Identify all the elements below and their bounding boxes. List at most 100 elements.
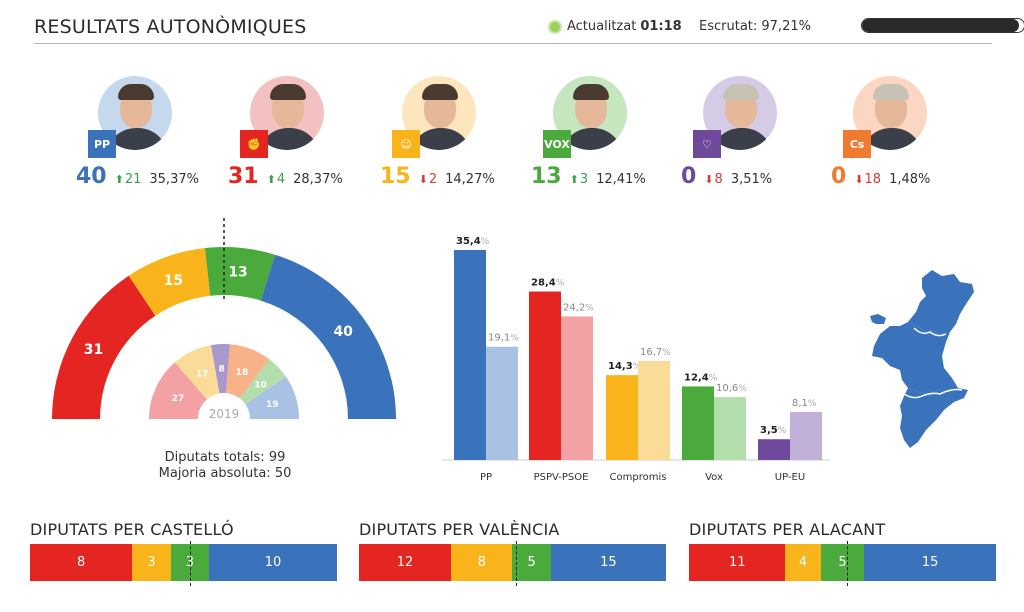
candidate-hair	[723, 84, 759, 100]
arrow-up-icon: ⬆	[569, 173, 579, 186]
arrow-down-icon: ⬇	[704, 173, 714, 186]
province-block: DIPUTATS PER CASTELLÓ 8 3 3 10	[30, 520, 340, 586]
arrow-down-icon: ⬇	[418, 173, 428, 186]
candidate-card-vox[interactable]: VOX 13 ⬆ 3 12,41%	[531, 76, 681, 196]
hemicycle-2023-segment-pp[interactable]	[260, 254, 396, 419]
bar-value-label-up-eu-2019: 8,1%	[792, 398, 817, 409]
province-segment-vox[interactable]: 5	[820, 544, 865, 581]
candidate-stats: 13 ⬆ 3 12,41%	[531, 164, 646, 189]
candidate-stats: 31 ⬆ 4 28,37%	[228, 164, 343, 189]
candidate-card-compromis[interactable]: ☺ 15 ⬇ 2 14,27%	[380, 76, 530, 196]
hemicycle-2023-segment-pspv-psoe[interactable]	[52, 275, 156, 419]
bar-value-label-pp-2019: 19,1%	[488, 333, 519, 344]
bar-value-label-pspv-psoe-2023: 28,4%	[531, 278, 565, 289]
map-castello[interactable]	[908, 270, 974, 334]
majority-label: Majoria absoluta: 50	[158, 466, 292, 481]
hemicycle-2019-segment-compromis[interactable]	[174, 345, 220, 400]
province-majority-line	[846, 541, 848, 586]
seats-count: 13	[531, 164, 562, 189]
hemicycle-2019-label-vox: 10	[254, 380, 267, 390]
candidate-hair	[573, 84, 609, 100]
hemicycle-2019-segment-up-eu[interactable]	[210, 344, 230, 394]
vote-percentage: 12,41%	[596, 172, 646, 187]
hemicycle-2019-year-label: 2019	[209, 407, 240, 421]
province-title: DIPUTATS PER VALÈNCIA	[359, 520, 560, 539]
arrow-down-icon: ⬇	[854, 173, 864, 186]
header: RESULTATS AUTONÒMIQUES Actualitzat 01:18…	[34, 14, 1024, 44]
hemicycle-2023-label-vox: 13	[228, 265, 247, 281]
bar-vox-2023[interactable]	[682, 386, 714, 460]
total-deputies-label: Diputats totals: 99	[164, 450, 286, 465]
bar-value-label-pspv-psoe-2019: 24,2%	[563, 302, 594, 313]
candidate-photo	[553, 76, 627, 150]
province-segment-compromis[interactable]: 3	[132, 544, 171, 581]
scrutiny-label: Escrutat: 97,21%	[699, 19, 811, 34]
vote-percentage: 28,37%	[293, 172, 343, 187]
valencia-region-map[interactable]	[860, 260, 985, 455]
candidate-body	[711, 128, 773, 150]
scrutiny-progress-fill	[862, 19, 1020, 32]
bar-compromis-2023[interactable]	[606, 375, 638, 460]
candidate-card-pp[interactable]: PP 40 ⬆ 21 35,37%	[76, 76, 226, 196]
map-border-valencia-alacant	[903, 388, 963, 399]
hemicycle-2019-segment-vox[interactable]	[239, 359, 286, 405]
x-tick-label-pspv-psoe: PSPV-PSOE	[534, 472, 589, 483]
hemicycle-2023-segment-compromis[interactable]	[128, 248, 211, 316]
scrutiny-progress-bar	[861, 18, 1024, 33]
bar-pp-2023[interactable]	[454, 250, 486, 460]
seats-delta: 21	[124, 172, 142, 187]
seats-count: 40	[76, 164, 107, 189]
bar-value-label-vox-2019: 10,6%	[716, 383, 747, 394]
x-tick-label-pp: PP	[480, 472, 492, 483]
candidate-hair	[873, 84, 909, 100]
province-segment-pspv-psoe[interactable]: 8	[30, 544, 133, 581]
hemicycle-2019-label-compromis: 17	[196, 370, 209, 380]
arrow-up-icon: ⬆	[266, 173, 276, 186]
page-title: RESULTATS AUTONÒMIQUES	[34, 16, 307, 38]
candidate-card-cs[interactable]: Cs 0 ⬇ 18 1,48%	[831, 76, 981, 196]
province-segment-compromis[interactable]: 4	[785, 544, 821, 581]
seats-delta: 3	[579, 172, 589, 187]
arrow-up-icon: ⬆	[114, 173, 124, 186]
hemicycle-2019-segment-cs[interactable]	[226, 344, 270, 399]
hemicycle-2019-segment-pspv-psoe[interactable]	[149, 362, 207, 419]
bar-value-label-compromis-2019: 16,7%	[640, 347, 671, 358]
bar-up-eu-2023[interactable]	[758, 439, 790, 460]
x-tick-label-compromis: Compromis	[610, 472, 667, 483]
candidate-card-up-eu[interactable]: ♡ 0 ⬇ 8 3,51%	[681, 76, 831, 196]
candidate-body	[258, 128, 320, 150]
bar-compromis-2019[interactable]	[638, 360, 670, 460]
hemicycle-2019-label-pp: 19	[266, 400, 279, 410]
bar-pspv-psoe-2023[interactable]	[529, 291, 561, 460]
bar-pspv-psoe-2019[interactable]	[561, 316, 593, 460]
map-rincon-de-ademuz[interactable]	[870, 314, 886, 324]
map-alacant[interactable]	[900, 388, 968, 448]
candidate-stats: 15 ⬇ 2 14,27%	[380, 164, 495, 189]
province-segment-pp[interactable]: 15	[864, 544, 996, 581]
candidate-body	[106, 128, 168, 150]
unides-podem-logo-icon: ♡	[693, 130, 721, 158]
seats-delta: 18	[864, 172, 882, 187]
hemicycle-2019-segment-pp[interactable]	[245, 376, 299, 419]
psoe-logo-icon: ✊	[240, 130, 268, 158]
province-segment-pp[interactable]: 15	[550, 544, 666, 581]
candidate-card-pspv-psoe[interactable]: ✊ 31 ⬆ 4 28,37%	[228, 76, 378, 196]
province-seat-bar: 11 4 5 15	[689, 541, 996, 586]
bar-vox-2019[interactable]	[714, 397, 746, 460]
province-segment-pspv-psoe[interactable]: 11	[689, 544, 786, 581]
province-segment-compromis[interactable]: 8	[451, 544, 513, 581]
province-segment-vox[interactable]: 5	[512, 544, 551, 581]
bar-up-eu-2019[interactable]	[790, 411, 822, 460]
bar-value-label-vox-2023: 12,4%	[684, 372, 718, 383]
province-segment-pp[interactable]: 10	[209, 544, 337, 581]
map-valencia[interactable]	[872, 322, 958, 394]
update-status: Actualitzat 01:18	[548, 19, 682, 34]
hemicycle-2019-label-up-eu: 8	[218, 365, 224, 375]
bar-pp-2019[interactable]	[486, 346, 518, 460]
province-segment-pspv-psoe[interactable]: 12	[359, 544, 452, 581]
vote-share-bar-chart: 35,4% 19,1% PP 28,4% 24,2% PSPV-PSOE 14,3% 16,7…	[442, 236, 830, 483]
updated-time: 01:18	[640, 19, 682, 34]
hemicycle-2023-segment-vox[interactable]	[204, 247, 276, 301]
seats-delta: 8	[714, 172, 723, 187]
live-indicator-icon	[548, 19, 562, 34]
